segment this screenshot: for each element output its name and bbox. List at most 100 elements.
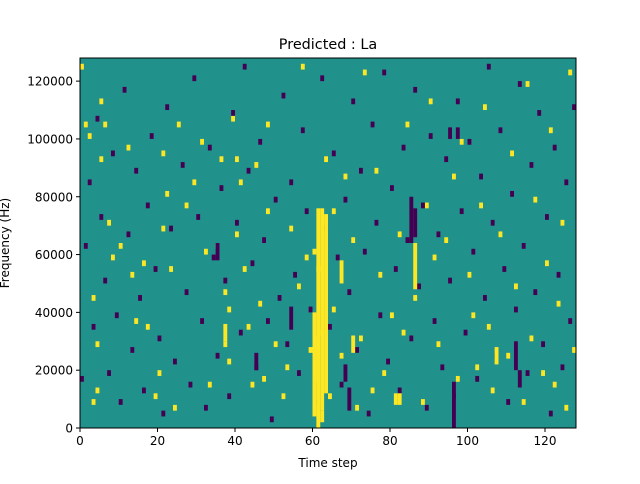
heatmap-cell — [339, 381, 344, 388]
heatmap-cell — [266, 121, 270, 128]
heatmap-cell — [138, 295, 142, 301]
heatmap-cell — [204, 248, 208, 255]
heatmap-cell-run — [289, 306, 294, 330]
heatmap-cell — [157, 335, 162, 342]
heatmap-cell — [490, 387, 495, 394]
heatmap-cell — [184, 202, 189, 209]
heatmap-cell-run — [316, 208, 321, 428]
heatmap-cell-run — [397, 393, 402, 405]
heatmap-cell — [130, 271, 135, 278]
heatmap-cell — [510, 190, 514, 197]
heatmap-cell — [444, 156, 449, 163]
heatmap-cell — [223, 277, 228, 284]
heatmap-cell — [405, 237, 410, 243]
y-tick-label: 100000 — [27, 132, 73, 146]
heatmap-cell — [560, 219, 565, 226]
heatmap-cell — [304, 254, 309, 261]
x-tick-label: 60 — [305, 434, 320, 448]
heatmap-cell — [91, 295, 96, 301]
heatmap-cell — [196, 214, 201, 220]
heatmap-cell — [541, 370, 545, 376]
plot-area — [79, 57, 577, 429]
heatmap-cell — [382, 370, 387, 376]
heatmap-cell — [359, 167, 363, 174]
heatmap-cell — [417, 283, 421, 290]
heatmap-cell — [452, 173, 456, 180]
heatmap-cell-run — [320, 208, 325, 411]
heatmap-cell — [510, 150, 514, 157]
heatmap-cell — [107, 370, 111, 376]
heatmap-cell — [463, 329, 468, 336]
heatmap-cell — [537, 110, 542, 116]
heatmap-cell — [529, 335, 534, 342]
heatmap-cell — [165, 190, 170, 197]
heatmap-cell — [424, 404, 429, 411]
x-tick-label: 80 — [382, 434, 397, 448]
heatmap-cell-run — [393, 393, 398, 405]
heatmap-cell — [219, 156, 224, 163]
y-tick-label: 0 — [65, 422, 73, 436]
heatmap-cell — [393, 266, 398, 272]
heatmap-cell — [390, 312, 394, 319]
heatmap-cell — [502, 266, 507, 272]
heatmap-cell — [370, 387, 375, 394]
heatmap-cell — [118, 243, 123, 249]
heatmap-cell — [118, 399, 123, 405]
heatmap-cell — [184, 289, 189, 296]
heatmap-cell — [227, 358, 232, 365]
heatmap-cell — [541, 341, 545, 348]
x-axis: 0 20 40 60 80 100 120 — [76, 428, 556, 448]
heatmap-cell — [242, 266, 247, 272]
heatmap-cell-run — [312, 335, 317, 382]
heatmap-cell — [300, 127, 305, 134]
heatmap-cell — [339, 352, 344, 359]
heatmap-cell — [432, 318, 437, 324]
heatmap-cell-run — [351, 335, 356, 353]
heatmap-cell — [355, 347, 359, 353]
heatmap-cell — [533, 289, 538, 296]
heatmap-cell — [374, 167, 379, 174]
heatmap-cell — [525, 370, 530, 376]
heatmap-cell-run — [347, 387, 352, 411]
heatmap-cell — [80, 375, 84, 382]
heatmap-cell — [250, 381, 255, 388]
y-tick-label: 120000 — [27, 75, 73, 89]
heatmap-cell — [378, 271, 383, 278]
heatmap-cell-run — [343, 364, 348, 382]
heatmap-cell — [397, 231, 402, 238]
y-axis: 0 20000 40000 60000 80000 100000 120000 — [27, 75, 80, 436]
x-tick-label: 20 — [150, 434, 165, 448]
heatmap-cell — [297, 370, 301, 376]
heatmap-cell — [444, 237, 449, 243]
heatmap-cell — [215, 352, 220, 359]
heatmap-cell — [111, 150, 115, 157]
y-tick-label: 40000 — [35, 306, 73, 320]
heatmap-cell — [103, 121, 108, 128]
heatmap-cell — [285, 364, 290, 371]
heatmap-cell — [169, 225, 173, 232]
heatmap-cell — [459, 208, 464, 215]
heatmap-cell — [200, 318, 204, 324]
heatmap-cell — [95, 387, 100, 394]
heatmap-cell — [556, 300, 561, 307]
heatmap-cell — [428, 133, 433, 139]
heatmap-cell — [173, 358, 177, 365]
heatmap-cell — [107, 219, 111, 226]
heatmap-cell — [273, 196, 278, 203]
heatmap-cell — [572, 347, 576, 353]
heatmap-cell — [246, 167, 251, 174]
heatmap-cell — [347, 289, 352, 296]
heatmap-cell — [343, 173, 348, 180]
heatmap-cell — [238, 329, 243, 336]
heatmap-cell — [432, 254, 437, 261]
heatmap-cell — [506, 399, 511, 405]
x-tick-label: 120 — [534, 434, 557, 448]
heatmap-cell — [529, 162, 534, 168]
heatmap-cell — [242, 63, 247, 70]
heatmap-cell — [467, 138, 472, 145]
heatmap-cell — [436, 231, 441, 238]
heatmap-cell — [362, 69, 367, 76]
heatmap-cell — [409, 335, 414, 342]
heatmap-cell — [564, 179, 569, 186]
y-tick-label: 60000 — [35, 248, 73, 262]
